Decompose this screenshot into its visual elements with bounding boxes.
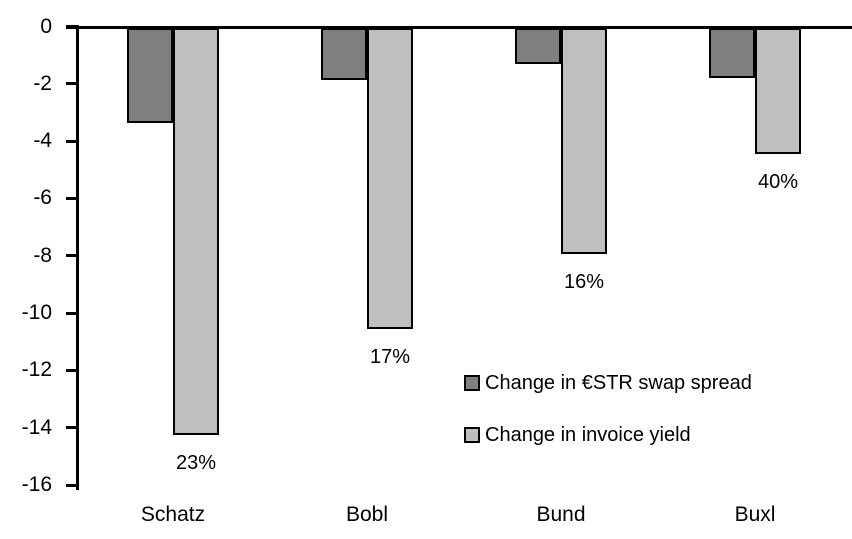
bar-buxl-s0 xyxy=(709,28,755,79)
y-tick-label: -6 xyxy=(33,186,52,210)
y-tick-mark xyxy=(66,311,79,315)
zero-baseline xyxy=(66,26,852,29)
y-tick-mark xyxy=(66,254,79,258)
bar-bobl-s1 xyxy=(367,28,413,329)
legend-label-invoice-yield: Change in invoice yield xyxy=(485,424,691,446)
y-tick-label: -14 xyxy=(21,415,52,439)
y-tick-mark xyxy=(66,139,79,143)
bar-bund-s1 xyxy=(561,28,607,255)
bar-value-label: 40% xyxy=(757,171,799,194)
y-tick-label: -4 xyxy=(33,129,52,153)
bar-schatz-s1 xyxy=(173,28,219,435)
bar-value-label: 23% xyxy=(175,451,217,474)
legend-swatch-estr-swap-spread xyxy=(464,375,480,391)
y-tick-label: -12 xyxy=(21,358,52,382)
bar-bund-s0 xyxy=(515,28,561,64)
legend-item-invoice-yield: Change in invoice yield xyxy=(464,423,752,447)
x-axis-label-bund: Bund xyxy=(536,503,586,526)
legend-swatch-invoice-yield xyxy=(464,427,480,443)
bar-buxl-s1 xyxy=(755,28,801,155)
legend-item-estr-swap-spread: Change in €STR swap spread xyxy=(464,371,752,395)
y-tick-mark xyxy=(66,483,79,487)
y-axis-line xyxy=(76,26,79,490)
bar-value-label: 16% xyxy=(563,271,605,294)
legend: Change in €STR swap spread Change in inv… xyxy=(464,371,752,475)
legend-label-estr-swap-spread: Change in €STR swap spread xyxy=(485,372,752,394)
bar-value-label: 17% xyxy=(369,345,411,368)
x-axis-label-buxl: Buxl xyxy=(734,503,776,526)
y-tick-label: -8 xyxy=(33,243,52,267)
bar-schatz-s0 xyxy=(127,28,173,123)
y-tick-mark xyxy=(66,426,79,430)
y-tick-mark xyxy=(66,368,79,372)
y-tick-label: -16 xyxy=(21,473,52,497)
y-tick-mark xyxy=(66,82,79,86)
y-tick-label: 0 xyxy=(40,14,52,38)
y-tick-label: -2 xyxy=(33,71,52,95)
bar-bobl-s0 xyxy=(321,28,367,80)
x-axis-label-bobl: Bobl xyxy=(345,503,389,526)
x-axis-label-schatz: Schatz xyxy=(140,503,206,526)
y-tick-mark xyxy=(66,196,79,200)
y-tick-label: -10 xyxy=(21,301,52,325)
